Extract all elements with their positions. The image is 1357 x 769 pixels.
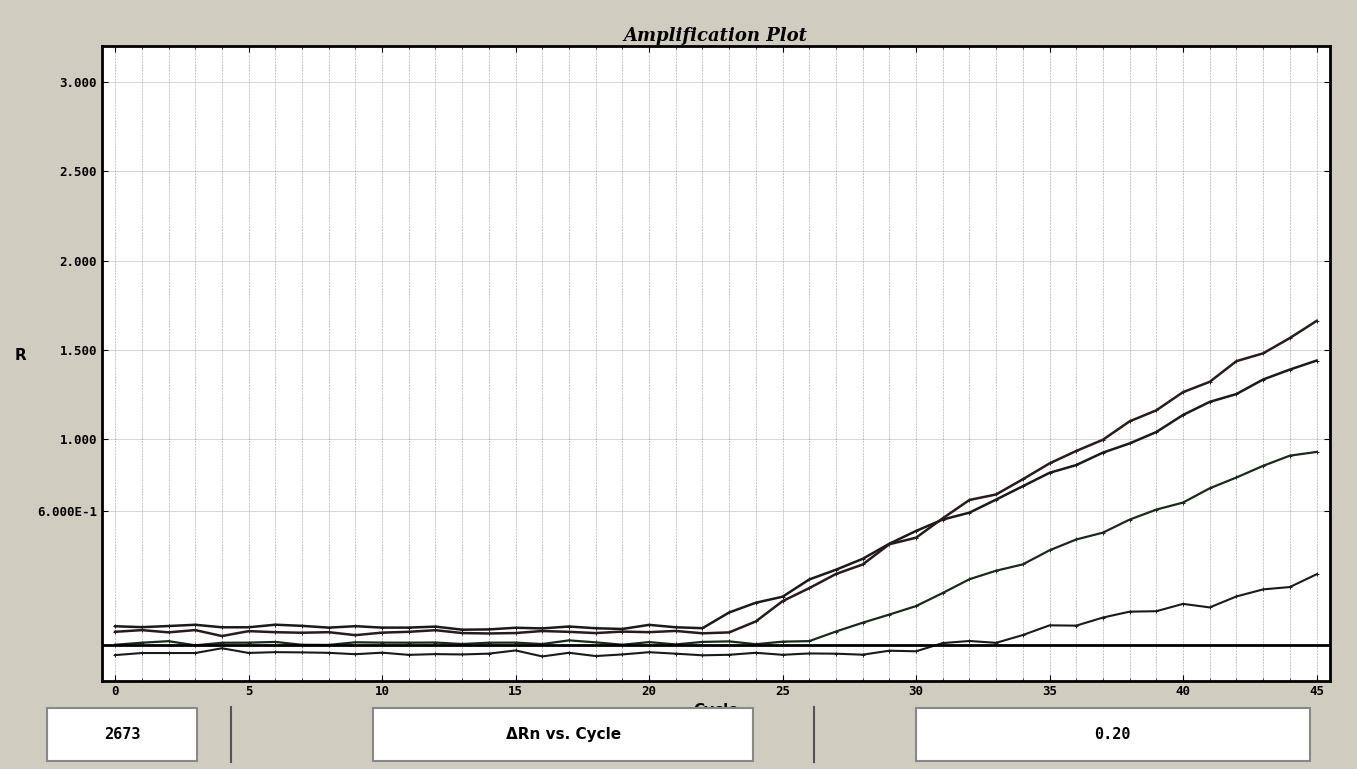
Text: 0.20: 0.20 [1095,727,1130,742]
Y-axis label: R: R [15,348,26,364]
FancyBboxPatch shape [373,707,753,761]
Text: 2673: 2673 [104,727,140,742]
FancyBboxPatch shape [916,707,1310,761]
Title: Amplification Plot: Amplification Plot [624,27,807,45]
X-axis label: Cycle: Cycle [693,703,738,717]
Text: ΔRn vs. Cycle: ΔRn vs. Cycle [506,727,620,742]
FancyBboxPatch shape [47,707,197,761]
